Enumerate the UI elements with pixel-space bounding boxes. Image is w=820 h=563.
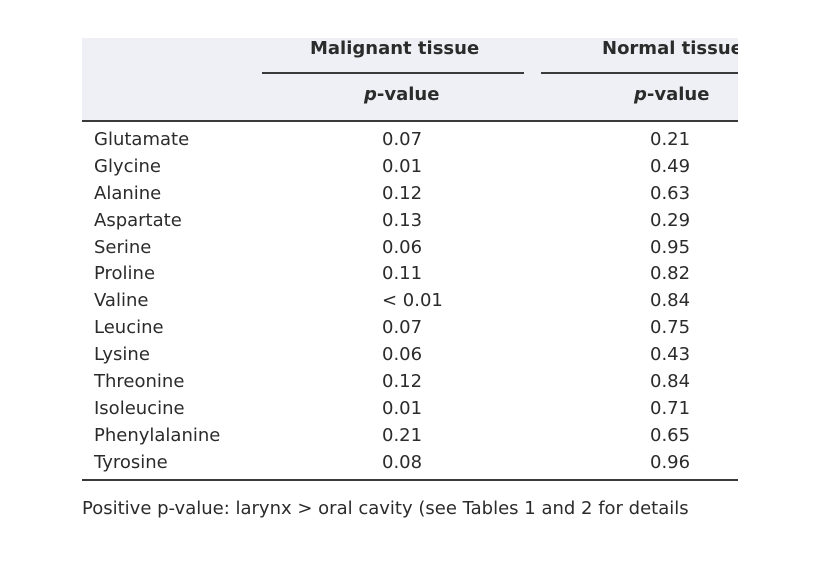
table-row: Proline 0.11 0.82 [82,261,738,288]
normal-pvalue: 0.75 [650,317,691,339]
table-row: Leucine 0.07 0.75 [82,315,738,342]
amino-acid-name: Alanine [94,182,162,204]
amino-acid-name: Lysine [94,344,150,366]
column-header-malignant: Malignant tissue [310,38,480,59]
table-footnote: Positive p-value: larynx > oral cavity (… [82,498,689,519]
amino-acid-name: Serine [94,236,152,258]
normal-pvalue: 0.84 [650,371,691,393]
subheader-value-text: -value [646,84,710,105]
malignant-pvalue: < 0.01 [382,290,443,312]
table-body: Glutamate 0.07 0.21 Glycine 0.01 0.49 Alanine 0… [82,127,738,477]
table-header-band [82,38,738,120]
malignant-pvalue: 0.12 [382,371,423,393]
table-row: Threonine 0.12 0.84 [82,369,738,396]
malignant-pvalue: 0.12 [382,182,423,204]
amino-acid-name: Threonine [94,371,185,393]
normal-pvalue: 0.29 [650,209,691,231]
malignant-pvalue: 0.06 [382,236,423,258]
header-rule-malignant [262,72,524,74]
normal-pvalue: 0.84 [650,290,691,312]
malignant-pvalue: 0.21 [382,424,423,446]
subheader-value-text: -value [376,84,440,105]
malignant-pvalue: 0.13 [382,209,423,231]
amino-acid-name: Glycine [94,155,161,177]
amino-acid-name: Glutamate [94,129,190,150]
malignant-pvalue: 0.07 [382,129,423,150]
normal-pvalue: 0.21 [650,129,691,150]
table-row: Tyrosine 0.08 0.96 [82,450,738,477]
malignant-pvalue: 0.07 [382,317,423,339]
malignant-pvalue: 0.01 [382,155,423,177]
normal-pvalue: 0.95 [650,236,691,258]
malignant-pvalue: 0.11 [382,263,423,285]
column-header-normal: Normal tissue [602,38,738,59]
table-header-rule [82,120,738,122]
amino-acid-name: Isoleucine [94,397,185,419]
subheader-normal-pvalue: p-value [634,84,709,105]
amino-acid-name: Aspartate [94,209,182,231]
table-bottom-rule [82,479,738,481]
malignant-pvalue: 0.06 [382,344,423,366]
table-row: Aspartate 0.13 0.29 [82,208,738,235]
amino-acid-name: Leucine [94,317,164,339]
table-row: Isoleucine 0.01 0.71 [82,396,738,423]
table-row: Phenylalanine 0.21 0.65 [82,423,738,450]
amino-acid-name: Proline [94,263,156,285]
normal-pvalue: 0.82 [650,263,691,285]
normal-pvalue: 0.96 [650,451,691,473]
table-figure: Malignant tissue Normal tissue p-value p… [82,38,738,538]
table-row: Glutamate 0.07 0.21 [82,127,738,154]
normal-pvalue: 0.71 [650,397,691,419]
amino-acid-name: Valine [94,290,149,312]
amino-acid-name: Tyrosine [94,451,168,473]
header-rule-normal [541,72,738,74]
normal-pvalue: 0.43 [650,344,691,366]
subheader-p-italic: p [634,84,647,105]
normal-pvalue: 0.63 [650,182,691,204]
subheader-malignant-pvalue: p-value [364,84,439,105]
subheader-p-italic: p [364,84,377,105]
table-row: Alanine 0.12 0.63 [82,181,738,208]
malignant-pvalue: 0.01 [382,397,423,419]
table-row: Serine 0.06 0.95 [82,235,738,262]
table-row: Lysine 0.06 0.43 [82,342,738,369]
table-row: Glycine 0.01 0.49 [82,154,738,181]
normal-pvalue: 0.65 [650,424,691,446]
amino-acid-name: Phenylalanine [94,424,221,446]
normal-pvalue: 0.49 [650,155,691,177]
malignant-pvalue: 0.08 [382,451,423,473]
table-row: Valine < 0.01 0.84 [82,288,738,315]
